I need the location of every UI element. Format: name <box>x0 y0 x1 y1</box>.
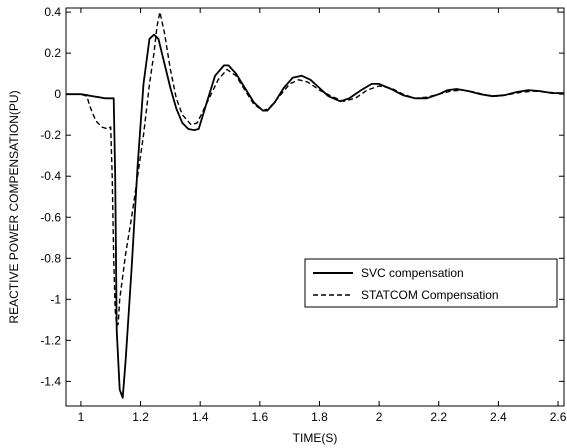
y-tick-label: -0.6 <box>40 210 61 224</box>
y-axis-label: REACTIVE POWER COMPENSATION(PU) <box>7 90 21 323</box>
x-tick-label: 2 <box>376 410 383 424</box>
series-line-svc <box>66 33 564 399</box>
x-tick-label: 1.8 <box>311 410 328 424</box>
x-tick-label: 1.2 <box>132 410 149 424</box>
y-tick-label: 0 <box>54 87 61 101</box>
legend-box <box>304 258 558 308</box>
y-tick-label: -1 <box>50 292 61 306</box>
x-axis-label: TIME(S) <box>293 431 338 445</box>
x-tick-label: 1.6 <box>251 410 268 424</box>
x-tick-label: 1 <box>78 410 85 424</box>
y-tick-label: -1.4 <box>40 374 61 388</box>
y-tick-label: 0.4 <box>44 5 61 19</box>
y-tick-label: -1.2 <box>40 333 61 347</box>
x-tick-label: 1.4 <box>192 410 209 424</box>
y-tick-label: -0.8 <box>40 251 61 265</box>
series-layer <box>66 11 564 399</box>
legend: SVC compensation STATCOM Compensation <box>304 258 558 308</box>
y-tick-label: 0.2 <box>44 46 61 60</box>
legend-label-statcom: STATCOM Compensation <box>361 288 499 302</box>
series-line-statcom <box>66 11 564 327</box>
x-tick-label: 2.6 <box>550 410 567 424</box>
legend-label-svc: SVC compensation <box>361 266 464 280</box>
plot-area-frame <box>65 7 565 407</box>
x-tick-label: 2.2 <box>430 410 447 424</box>
ticks-layer: 1 1.2 1.4 1.6 1.8 2 2.2 2.4 2.6 0.4 0.2 0 -0.2 -0.4 -0… <box>40 5 566 424</box>
y-tick-label: -0.4 <box>40 169 61 183</box>
y-tick-label: -0.2 <box>40 128 61 142</box>
x-tick-label: 2.4 <box>490 410 507 424</box>
